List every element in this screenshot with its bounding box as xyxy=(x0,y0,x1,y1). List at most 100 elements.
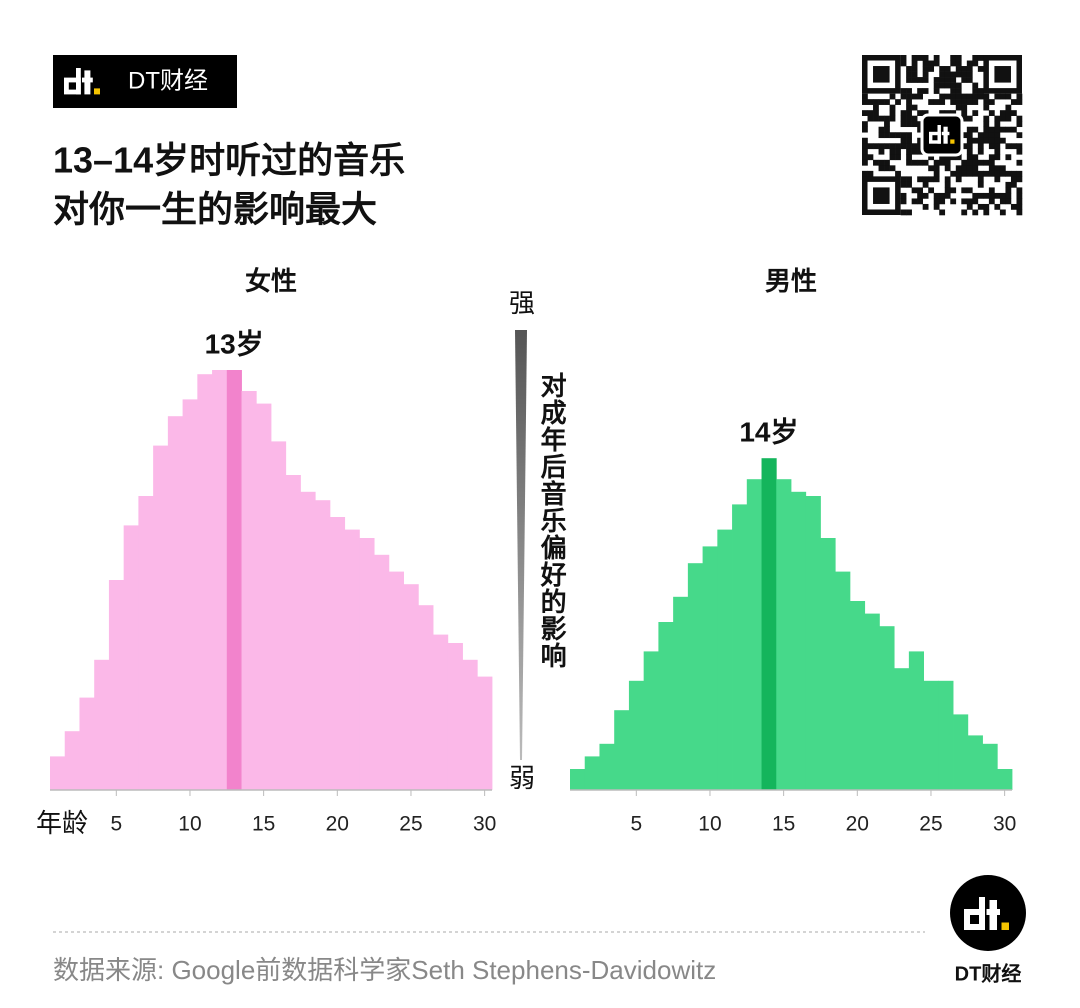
qr-cell xyxy=(1005,126,1012,133)
qr-cell xyxy=(994,115,1001,122)
logo-part xyxy=(950,139,955,144)
qr-cell xyxy=(966,154,973,161)
qr-cell xyxy=(895,148,901,155)
qr-cell xyxy=(884,165,890,172)
qr-cell xyxy=(1016,132,1023,139)
qr-cell xyxy=(983,104,990,111)
qr-cell xyxy=(994,170,1001,177)
qr-cell xyxy=(950,170,957,177)
bar xyxy=(300,491,316,790)
bar xyxy=(997,769,1013,790)
qr-cell xyxy=(1010,176,1017,183)
qr-cell xyxy=(972,165,979,172)
qr-cell xyxy=(906,110,912,116)
qr-cell xyxy=(900,137,907,144)
qr-cell xyxy=(972,137,979,144)
qr-cell xyxy=(944,165,951,172)
qr-cell xyxy=(873,104,879,111)
qr-cell xyxy=(1005,187,1012,194)
qr-cell xyxy=(900,55,907,61)
qr-cell xyxy=(895,154,901,161)
bar xyxy=(702,546,718,790)
qr-cell xyxy=(933,170,940,177)
qr-cell xyxy=(933,60,940,67)
bar xyxy=(732,504,748,790)
qr-cell xyxy=(895,143,901,150)
bar xyxy=(241,391,257,790)
qr-cell xyxy=(983,209,990,216)
bar xyxy=(673,596,689,790)
qr-cell xyxy=(933,176,940,183)
qr-cell xyxy=(911,66,918,72)
bar xyxy=(374,554,390,790)
qr-cell xyxy=(917,93,923,100)
qr-cell xyxy=(1016,192,1023,199)
qr-cell xyxy=(939,209,946,216)
qr-cell xyxy=(884,99,890,105)
qr-cell xyxy=(867,110,874,116)
qr-cell xyxy=(994,137,1001,144)
qr-cell xyxy=(911,71,918,78)
qr-cell xyxy=(1010,203,1017,210)
bar xyxy=(94,659,110,790)
qr-cell xyxy=(1010,170,1017,177)
qr-cell xyxy=(889,154,896,161)
qr-cell xyxy=(878,159,885,166)
bar xyxy=(285,475,301,790)
qr-cell xyxy=(911,77,918,83)
x-tick-label: 25 xyxy=(919,813,942,836)
qr-cell xyxy=(878,126,885,133)
qr-cell xyxy=(906,99,912,105)
qr-cell xyxy=(972,154,979,161)
qr-cell xyxy=(950,99,957,105)
qr-cell xyxy=(966,137,973,144)
logo-part xyxy=(84,70,91,95)
bar xyxy=(761,458,777,790)
qr-cell xyxy=(1005,192,1012,199)
qr-cell xyxy=(966,93,973,100)
qr-cell xyxy=(1016,93,1023,100)
qr-cell xyxy=(900,115,907,122)
qr-cell xyxy=(961,187,968,194)
qr-cell xyxy=(906,176,912,183)
bar xyxy=(908,651,924,790)
qr-cell xyxy=(961,104,968,111)
qr-cell xyxy=(977,132,984,139)
qr-cell xyxy=(922,159,929,166)
qr-cell xyxy=(961,132,968,139)
footer-brand: DT财经 xyxy=(955,961,1022,985)
qr-cell xyxy=(900,176,907,183)
bar xyxy=(687,563,703,790)
qr-cell xyxy=(900,60,907,67)
qr-cell xyxy=(988,198,995,205)
bar xyxy=(599,743,615,790)
qr-cell xyxy=(950,198,957,205)
qr-cell xyxy=(862,137,868,144)
qr-cell xyxy=(961,170,968,177)
qr-cell xyxy=(988,99,995,105)
x-tick-label: 5 xyxy=(110,813,122,836)
bar xyxy=(462,659,478,790)
qr-cell xyxy=(933,198,940,205)
qr-cell xyxy=(867,99,874,105)
qr-cell xyxy=(1016,143,1023,150)
qr-cell xyxy=(933,55,940,61)
qr-cell xyxy=(988,187,995,194)
qr-cell xyxy=(933,159,940,166)
qr-cell xyxy=(862,93,868,100)
qr-cell xyxy=(939,99,946,105)
qr-cell xyxy=(1016,176,1023,183)
qr-cell xyxy=(983,121,990,128)
bar xyxy=(658,622,674,790)
qr-cell xyxy=(939,110,946,116)
annotation: 14岁 xyxy=(739,417,798,448)
qr-cell xyxy=(867,115,874,122)
qr-cell xyxy=(1016,170,1023,177)
qr-cell xyxy=(1016,115,1023,122)
qr-cell xyxy=(983,192,990,199)
qr-cell xyxy=(944,192,951,199)
qr-cell xyxy=(999,170,1006,177)
qr-cell xyxy=(955,55,962,61)
qr-cell xyxy=(1010,143,1017,150)
